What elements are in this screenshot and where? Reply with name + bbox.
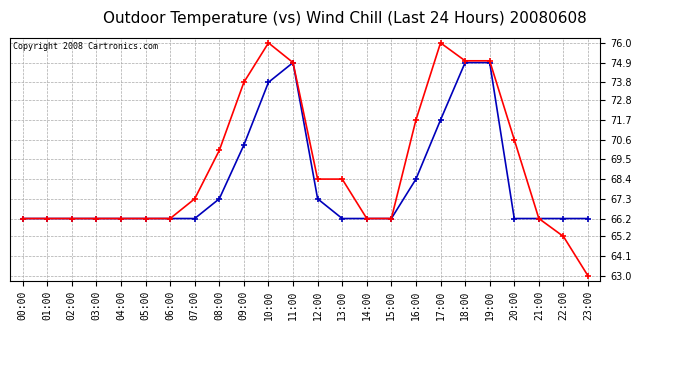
Text: Outdoor Temperature (vs) Wind Chill (Last 24 Hours) 20080608: Outdoor Temperature (vs) Wind Chill (Las… [103,11,587,26]
Text: Copyright 2008 Cartronics.com: Copyright 2008 Cartronics.com [13,42,158,51]
